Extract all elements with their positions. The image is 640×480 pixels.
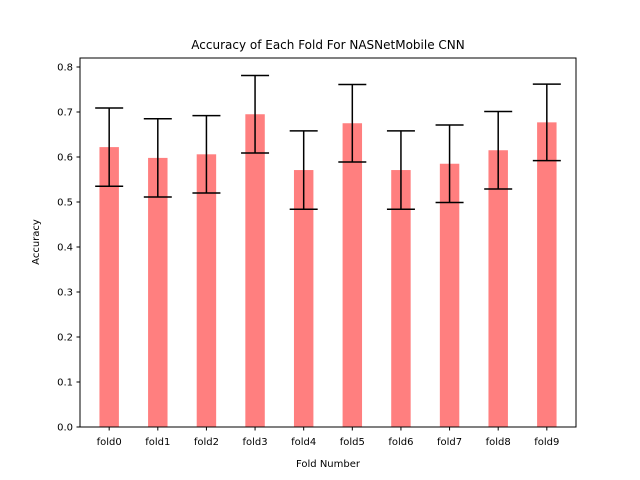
bar-fold0	[99, 147, 119, 427]
bar-fold9	[537, 122, 557, 427]
y-tick-label: 0.2	[57, 333, 73, 344]
x-tick-label-fold8: fold8	[486, 437, 511, 448]
axes-frame	[79, 57, 577, 428]
y-tick-label: 0.5	[57, 198, 73, 209]
bar-fold5	[342, 123, 363, 427]
bar-fold2	[196, 154, 217, 428]
bar-fold6	[391, 170, 411, 428]
x-tick-label-fold4: fold4	[291, 437, 316, 448]
x-tick-label-fold6: fold6	[388, 437, 413, 448]
chart-title: Accuracy of Each Fold For NASNetMobile C…	[191, 38, 464, 52]
y-tick-label: 0.0	[57, 423, 73, 434]
bar-fold7	[439, 163, 460, 427]
x-tick-label-fold1: fold1	[145, 437, 170, 448]
y-tick-label: 0.6	[57, 153, 73, 164]
bar-fold8	[488, 150, 508, 427]
x-tick-label-fold0: fold0	[97, 437, 122, 448]
x-tick-label-fold9: fold9	[534, 437, 559, 448]
x-tick-label-fold3: fold3	[242, 437, 267, 448]
y-tick-label: 0.3	[57, 288, 73, 299]
plot-area: 0.0 0.1 0.2 0.3 0.4 0.5 0.6 0.7 0.8 fold0 fold1 fol…	[57, 63, 561, 448]
bar-fold3	[245, 114, 265, 427]
x-tick-label-fold7: fold7	[437, 437, 462, 448]
bar-fold1	[148, 157, 168, 427]
x-tick-label-fold2: fold2	[194, 437, 219, 448]
x-axis-label: Fold Number	[296, 459, 361, 470]
x-tick-label-fold5: fold5	[340, 437, 365, 448]
y-axis-label: Accuracy	[31, 219, 42, 265]
y-tick-label: 0.4	[57, 243, 73, 254]
y-tick-label: 0.1	[57, 378, 73, 389]
y-tick-label: 0.8	[57, 63, 73, 74]
bar-fold4	[293, 170, 314, 428]
y-tick-label: 0.7	[57, 108, 73, 119]
